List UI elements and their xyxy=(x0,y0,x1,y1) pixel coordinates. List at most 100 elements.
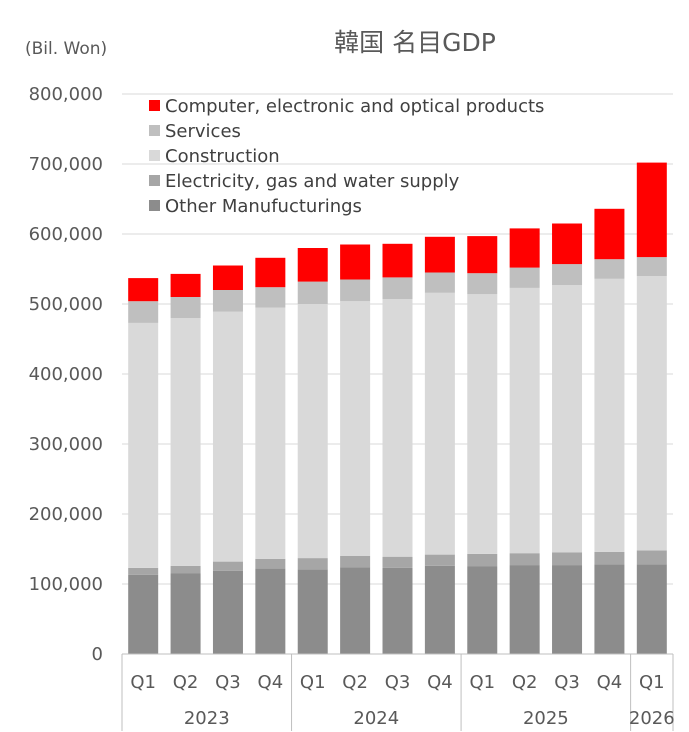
bar-segment xyxy=(255,307,286,559)
bar-segment xyxy=(212,561,243,571)
bar-segment xyxy=(424,292,455,555)
bar-segment xyxy=(467,553,498,567)
bar-segment xyxy=(340,567,371,654)
y-axis-ticks: 0 100,000 200,000 300,000 400,000 500,000 600,… xyxy=(29,84,103,665)
x-group-label: 2025 xyxy=(523,708,569,729)
bar-segment xyxy=(382,277,413,300)
bar-segment xyxy=(424,565,455,654)
y-tick-label: 500,000 xyxy=(29,294,103,315)
x-tick-label: Q2 xyxy=(342,672,368,693)
x-group-label: 2024 xyxy=(353,708,399,729)
bar-segment xyxy=(128,574,159,654)
legend: Computer, electronic and optical product… xyxy=(149,96,544,217)
y-tick-label: 400,000 xyxy=(29,364,103,385)
legend-label: Services xyxy=(165,121,241,142)
bar-segment xyxy=(128,567,159,575)
bar-segment xyxy=(467,294,498,554)
x-tick-label: Q4 xyxy=(258,672,284,693)
bar-segment xyxy=(424,554,455,566)
bar-segment xyxy=(552,285,583,553)
x-tick-label: Q1 xyxy=(130,672,156,693)
bar-segment xyxy=(509,565,540,654)
x-tick-label: Q3 xyxy=(385,672,411,693)
bar-segment xyxy=(636,257,667,276)
x-tick-label: Q3 xyxy=(554,672,580,693)
bar-segment xyxy=(636,550,667,565)
bar-segment xyxy=(212,290,243,312)
legend-swatch xyxy=(149,100,160,111)
x-tick-label: Q1 xyxy=(469,672,495,693)
bar-segment xyxy=(212,265,243,290)
bar-segment xyxy=(297,558,328,570)
x-group-label: 2023 xyxy=(184,708,230,729)
bar-segment xyxy=(509,228,540,268)
bar-segment xyxy=(467,273,498,295)
x-tick-label: Q2 xyxy=(512,672,538,693)
bar-segment xyxy=(170,318,201,566)
bar-segment xyxy=(128,278,159,302)
y-tick-label: 0 xyxy=(92,644,103,665)
chart-title: 韓国 名目GDP xyxy=(334,28,496,57)
bar-segment xyxy=(594,278,625,552)
bar-segment xyxy=(170,565,201,574)
bar-segment xyxy=(467,566,498,654)
legend-swatch xyxy=(149,175,160,186)
bar-segment xyxy=(128,322,159,568)
bar-segment xyxy=(170,573,201,654)
bar-segment xyxy=(509,267,540,288)
bar-segment xyxy=(212,311,243,562)
x-tick-label: Q4 xyxy=(427,672,453,693)
bar-segment xyxy=(255,568,286,654)
y-tick-label: 100,000 xyxy=(29,574,103,595)
y-tick-label: 600,000 xyxy=(29,224,103,245)
bar-segment xyxy=(636,564,667,654)
legend-swatch xyxy=(149,150,160,161)
bar-segment xyxy=(340,244,371,280)
bar-segment xyxy=(594,564,625,654)
legend-swatch xyxy=(149,125,160,136)
bar-segment xyxy=(509,553,540,566)
legend-label: Other Manufucturings xyxy=(165,196,362,217)
x-axis: Q1 Q2 Q3 Q4 Q1 Q2 Q3 Q4 Q1 Q2 Q3 Q4 Q1 2023 2024 2025 20… xyxy=(121,653,675,731)
bar-segment xyxy=(382,299,413,557)
bar-segment xyxy=(552,264,583,286)
bar-segment xyxy=(297,281,328,304)
bar-segment xyxy=(382,556,413,568)
bar-segment xyxy=(128,301,159,323)
bar-segment xyxy=(255,287,286,308)
legend-label: Electricity, gas and water supply xyxy=(165,171,460,192)
bar-segment xyxy=(594,259,625,279)
x-tick-label: Q1 xyxy=(639,672,665,693)
y-tick-label: 200,000 xyxy=(29,504,103,525)
y-tick-label: 800,000 xyxy=(29,84,103,105)
bar-segment xyxy=(212,570,243,654)
y-axis-unit-label: (Bil. Won) xyxy=(25,39,107,59)
bar-segment xyxy=(552,565,583,654)
bar-segment xyxy=(594,208,625,260)
bar-segment xyxy=(424,272,455,293)
x-group-label: 2026 xyxy=(629,708,675,729)
bar-segment xyxy=(255,257,286,288)
bar-segment xyxy=(170,297,201,318)
bars xyxy=(128,162,667,654)
bar-segment xyxy=(636,276,667,551)
bar-segment xyxy=(340,279,371,302)
bar-segment xyxy=(552,223,583,265)
y-tick-label: 700,000 xyxy=(29,154,103,175)
bar-segment xyxy=(170,273,201,297)
bar-segment xyxy=(509,287,540,554)
bar-segment xyxy=(594,551,625,565)
x-tick-label: Q1 xyxy=(300,672,326,693)
bar-segment xyxy=(382,243,413,278)
legend-label: Computer, electronic and optical product… xyxy=(165,96,544,117)
y-tick-label: 300,000 xyxy=(29,434,103,455)
bar-segment xyxy=(552,552,583,566)
bar-segment xyxy=(636,162,667,258)
legend-swatch xyxy=(149,200,160,211)
x-tick-label: Q4 xyxy=(597,672,623,693)
bar-segment xyxy=(340,301,371,556)
x-tick-label: Q3 xyxy=(215,672,241,693)
x-tick-label: Q2 xyxy=(173,672,199,693)
